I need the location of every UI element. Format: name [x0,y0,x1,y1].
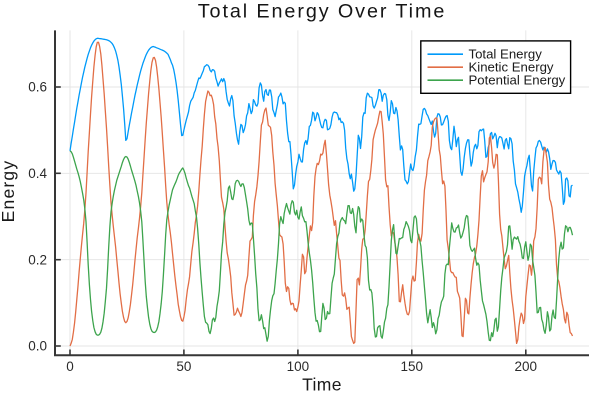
svg-text:150: 150 [401,359,424,374]
svg-text:0: 0 [66,359,74,374]
svg-text:Kinetic Energy: Kinetic Energy [469,60,554,75]
svg-text:Potential Energy: Potential Energy [469,73,566,88]
svg-text:Time: Time [302,375,342,395]
svg-text:0.6: 0.6 [28,80,47,95]
svg-text:Energy: Energy [0,160,18,223]
svg-text:50: 50 [176,359,191,374]
svg-text:0.0: 0.0 [28,339,47,354]
svg-text:0.2: 0.2 [28,252,47,267]
svg-text:100: 100 [287,359,310,374]
svg-text:0.4: 0.4 [28,166,47,181]
svg-text:200: 200 [515,359,538,374]
svg-text:Total Energy Over Time: Total Energy Over Time [198,0,446,22]
svg-text:Total Energy: Total Energy [469,47,543,62]
